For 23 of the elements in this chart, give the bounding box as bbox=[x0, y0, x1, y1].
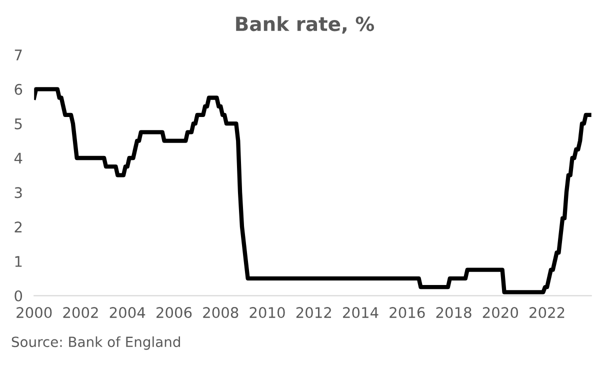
x-tick-label: 2022 bbox=[530, 307, 564, 318]
x-tick-label: 2004 bbox=[110, 307, 146, 318]
x-tick-label: 2018 bbox=[436, 307, 472, 318]
chart-title: Bank rate, % bbox=[236, 16, 374, 34]
x-tick-label: 2014 bbox=[343, 307, 378, 318]
x-tick-label: 2016 bbox=[390, 307, 425, 318]
y-tick-label: 1 bbox=[15, 256, 22, 267]
x-tick-label: 2000 bbox=[16, 307, 52, 318]
x-tick-label: 2008 bbox=[203, 307, 238, 318]
y-tick-label: 6 bbox=[14, 84, 22, 95]
y-tick-label: 5 bbox=[14, 118, 22, 130]
line-series bbox=[34, 87, 592, 294]
y-tick-label: 2 bbox=[14, 222, 22, 232]
x-tick-label: 2002 bbox=[63, 307, 98, 318]
x-tick-label: 2006 bbox=[156, 307, 192, 318]
y-tick-label: 7 bbox=[14, 50, 22, 60]
x-tick-label: 2020 bbox=[482, 307, 518, 318]
y-tick-label: 0 bbox=[14, 290, 22, 302]
y-tick-label: 4 bbox=[14, 152, 22, 164]
x-tick-label: 2010 bbox=[250, 307, 285, 318]
y-tick-label: 3 bbox=[14, 187, 22, 198]
source-note: Source: Bank of England bbox=[12, 336, 180, 350]
x-tick-label: 2012 bbox=[296, 307, 331, 318]
